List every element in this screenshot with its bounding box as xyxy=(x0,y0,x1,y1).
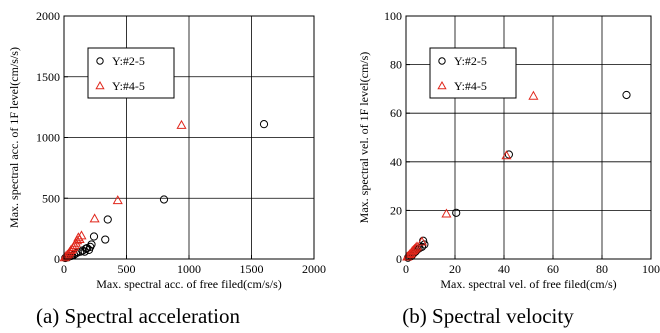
data-point-circle xyxy=(101,235,110,244)
chart-caption: (b) Spectral velocity xyxy=(402,304,574,328)
data-point-circle xyxy=(89,232,99,241)
x-tick-label: 1000 xyxy=(177,262,201,276)
data-point-triangle xyxy=(501,150,512,160)
x-tick-label: 20 xyxy=(449,262,461,276)
plot-frame xyxy=(63,15,315,260)
y-axis-label: Max. spectral vel. of 1F level(cm/s) xyxy=(357,52,371,224)
legend-label: Y:#4-5 xyxy=(454,79,487,93)
legend-marker-triangle xyxy=(95,80,105,90)
chart-b: 0 20 40 60 80 100 0 20 40 60 80 100 Y:#2-5 Y:#4-5 Max.… xyxy=(357,9,660,328)
legend-marker-circle xyxy=(96,57,104,65)
data-point-circle xyxy=(622,90,631,100)
x-tick-label: 0 xyxy=(61,262,67,276)
y-tick-label: 1500 xyxy=(36,70,60,84)
x-tick-label: 500 xyxy=(118,262,136,276)
x-tick-label: 100 xyxy=(642,262,660,276)
plot-frame xyxy=(405,15,652,260)
data-point-circle xyxy=(452,208,461,217)
chart-a: 0 500 1000 1500 2000 0 500 1000 1500 2000 Y:#2-5 Y:… xyxy=(7,9,326,328)
data-point-circle xyxy=(159,195,169,204)
x-tick-label: 80 xyxy=(596,262,608,276)
legend-box xyxy=(87,47,175,99)
data-point-triangle xyxy=(176,119,187,129)
legend-box xyxy=(429,47,517,99)
data-point-circle xyxy=(103,215,112,224)
y-tick-label: 100 xyxy=(384,9,402,23)
data-point-triangle xyxy=(528,90,539,100)
data-point-circle xyxy=(259,120,269,129)
y-tick-label: 40 xyxy=(390,155,402,169)
legend-label: Y:#4-5 xyxy=(112,79,145,93)
data-point-circle xyxy=(87,240,96,249)
x-tick-label: 40 xyxy=(498,262,510,276)
y-tick-label: 1000 xyxy=(36,131,60,145)
legend-marker-circle xyxy=(438,57,446,65)
y-tick-label: 20 xyxy=(390,203,402,217)
data-point-circle xyxy=(417,242,427,251)
y-axis-label: Max. spectral acc. of 1F level(cm/s/s) xyxy=(7,47,21,228)
data-point-triangle xyxy=(112,195,123,205)
y-tick-label: 2000 xyxy=(36,9,60,23)
legend-label: Y:#2-5 xyxy=(112,54,145,68)
x-tick-label: 0 xyxy=(403,262,409,276)
data-point-triangle xyxy=(411,241,423,251)
data-point-triangle xyxy=(89,213,100,223)
x-axis-label: Max. spectral vel. of free filed(cm/s) xyxy=(440,277,616,291)
y-tick-label: 0 xyxy=(396,252,402,266)
y-tick-label: 80 xyxy=(390,58,402,72)
data-point-circle xyxy=(420,240,429,249)
y-tick-label: 500 xyxy=(42,191,60,205)
data-point-circle xyxy=(504,150,513,159)
data-point-triangle xyxy=(416,236,427,246)
y-tick-label: 60 xyxy=(390,106,402,120)
legend-marker-triangle xyxy=(437,80,447,90)
x-tick-label: 2000 xyxy=(302,262,326,276)
chart-caption: (a) Spectral acceleration xyxy=(36,304,241,328)
x-axis-label: Max. spectral acc. of free filed(cm/s/s) xyxy=(96,277,282,291)
x-tick-label: 1500 xyxy=(240,262,264,276)
data-point-triangle xyxy=(441,208,452,218)
y-tick-label: 0 xyxy=(54,252,60,266)
x-tick-label: 60 xyxy=(547,262,559,276)
data-point-triangle xyxy=(76,230,87,240)
legend-label: Y:#2-5 xyxy=(454,54,487,68)
